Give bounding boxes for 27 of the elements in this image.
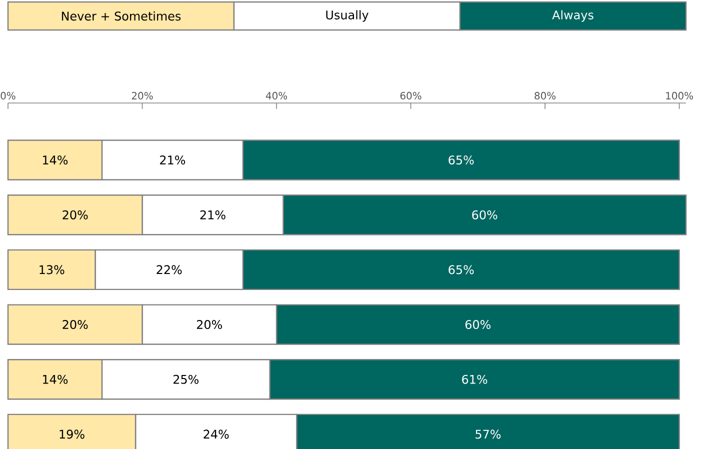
data-label: 21% [160, 155, 186, 165]
x-tick-label: 40% [266, 92, 288, 100]
data-label: 60% [465, 320, 491, 330]
text: Never + Sometimes [62, 11, 181, 21]
data-label: 57% [476, 430, 501, 439]
data-label: 61% [462, 374, 488, 384]
x-tick-label: 60% [400, 92, 422, 100]
x-tick-label: 80% [534, 92, 556, 100]
data-label: 65% [448, 265, 474, 274]
data-label: 25% [173, 374, 199, 384]
data-label: 14% [43, 374, 68, 384]
data-label: 20% [62, 320, 88, 330]
data-label: 21% [200, 210, 226, 220]
data-label: 65% [448, 155, 474, 165]
data-label: 14% [43, 155, 68, 165]
data-label: 22% [156, 265, 182, 274]
data-label: 20% [196, 320, 222, 330]
data-label: 13% [40, 265, 64, 274]
x-tick-label: 20% [132, 92, 153, 100]
x-tick-label: 0% [0, 92, 16, 100]
data-label: 60% [472, 210, 498, 220]
x-tick-label: 100% [666, 92, 693, 100]
text: Always [552, 10, 594, 22]
data-label: 20% [62, 210, 88, 220]
data-label: 19% [60, 430, 84, 439]
text: Usually [326, 10, 368, 22]
data-label: 24% [204, 430, 229, 439]
